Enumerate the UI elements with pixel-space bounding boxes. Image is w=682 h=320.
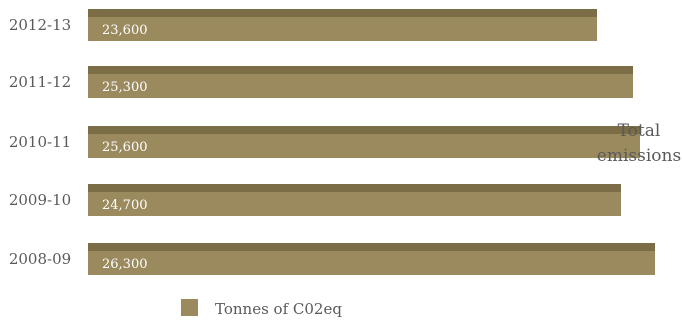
category-label: 2008-09 bbox=[9, 250, 71, 268]
value-label: 25,300 bbox=[102, 80, 148, 95]
value-label: 23,600 bbox=[102, 23, 148, 38]
bar-top-band-2012-13 bbox=[88, 9, 597, 17]
side-label-line-2: emissions bbox=[597, 146, 681, 166]
legend-label: Tonnes of C02eq bbox=[215, 300, 342, 318]
value-label: 26,300 bbox=[102, 257, 148, 272]
category-label: 2012-13 bbox=[9, 16, 71, 34]
bars-layer: 2012-13 23,600 2011-12 25,300 2010-11 25,600 2… bbox=[9, 9, 655, 275]
category-label: 2009-10 bbox=[9, 191, 71, 209]
legend-swatch bbox=[181, 299, 198, 316]
category-label: 2011-12 bbox=[9, 73, 71, 91]
value-label: 24,700 bbox=[102, 198, 148, 213]
bar-top-band-2011-12 bbox=[88, 66, 633, 74]
category-label: 2010-11 bbox=[9, 133, 71, 151]
side-label-line-1: Total bbox=[618, 121, 661, 141]
bar-top-band-2010-11 bbox=[88, 126, 640, 134]
value-label: 25,600 bbox=[102, 140, 148, 155]
bar-top-band-2008-09 bbox=[88, 243, 655, 251]
bar-top-band-2009-10 bbox=[88, 184, 621, 192]
